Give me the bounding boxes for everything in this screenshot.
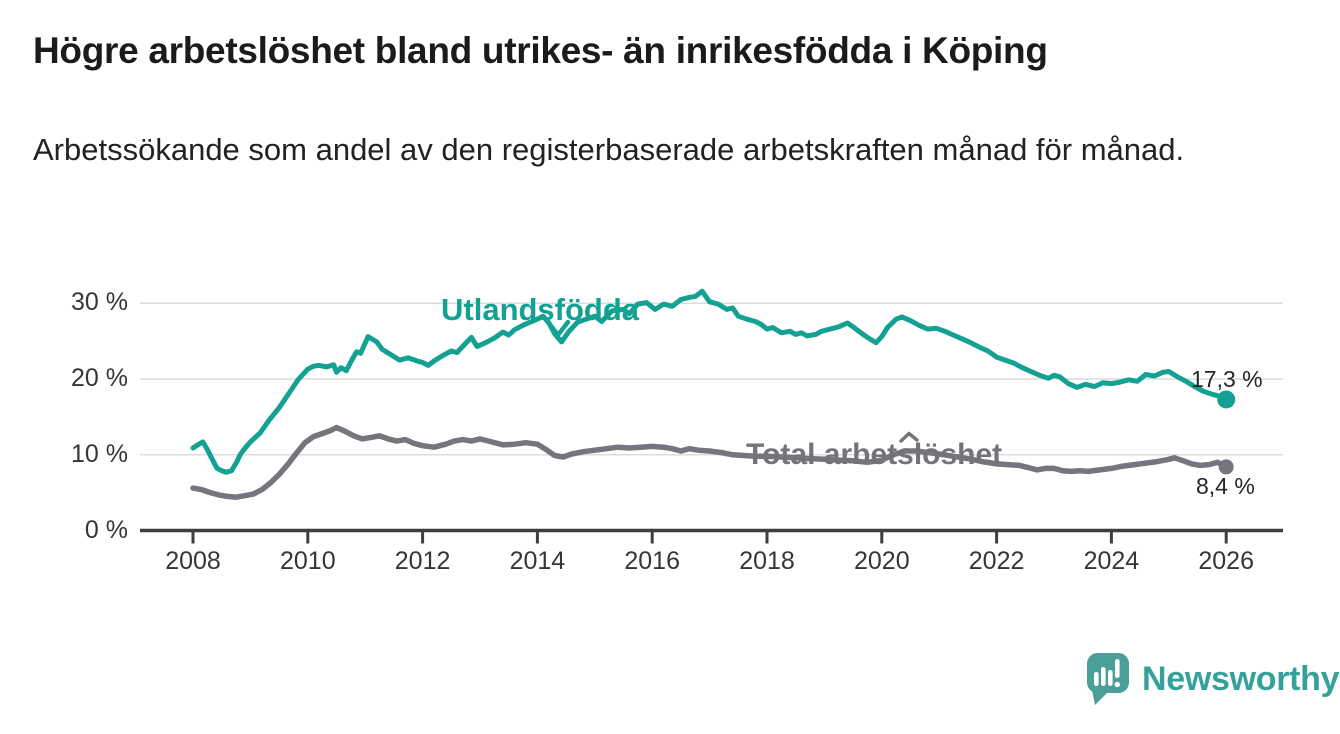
x-axis-tick-label: 2016 <box>624 547 680 575</box>
x-axis-tick-label: 2014 <box>509 547 566 575</box>
series-label-total-arbetsloshet: Total arbetslöshet <box>746 438 1003 471</box>
newsworthy-logo-icon <box>1087 653 1129 705</box>
end-value-label-total: 8,4 % <box>1196 473 1255 499</box>
y-axis-tick-label: 30 % <box>71 288 128 317</box>
series-label-utlandsfodda: Utlandsfödda <box>441 292 640 327</box>
arrow-up-icon <box>899 431 919 443</box>
chart-title: Högre arbetslöshet bland utrikes- än inr… <box>33 30 1048 71</box>
x-axis-tick-label: 2012 <box>394 547 451 575</box>
arrow-down-icon <box>545 319 571 338</box>
series-line-total-arbetsloshet <box>190 424 1229 500</box>
chart-subtitle: Arbetssökande som andel av den registerb… <box>33 132 1185 167</box>
x-axis-tick-label: 2008 <box>165 547 221 575</box>
x-axis-tick-label: 2026 <box>1198 547 1254 575</box>
end-dot-total-arbetsloshet <box>1218 459 1234 475</box>
brand-name: Newsworthy <box>1142 659 1340 698</box>
y-axis-tick-label: 10 % <box>71 439 128 468</box>
brand-footer: Newsworthy <box>1086 652 1340 706</box>
y-axis-tick-label: 0 % <box>84 515 128 544</box>
end-value-label-utlandsfodda: 17,3 % <box>1191 366 1263 392</box>
y-axis-tick-label: 20 % <box>71 364 128 393</box>
series-line-utlandsfodda <box>190 288 1229 475</box>
x-axis-tick-label: 2020 <box>853 547 910 575</box>
x-axis-tick-label: 2024 <box>1083 547 1140 575</box>
x-axis-tick-label: 2010 <box>279 547 336 575</box>
x-axis-tick-label: 2022 <box>968 547 1025 575</box>
x-axis-tick-label: 2018 <box>739 547 795 575</box>
end-dot-utlandsfodda <box>1217 390 1236 409</box>
